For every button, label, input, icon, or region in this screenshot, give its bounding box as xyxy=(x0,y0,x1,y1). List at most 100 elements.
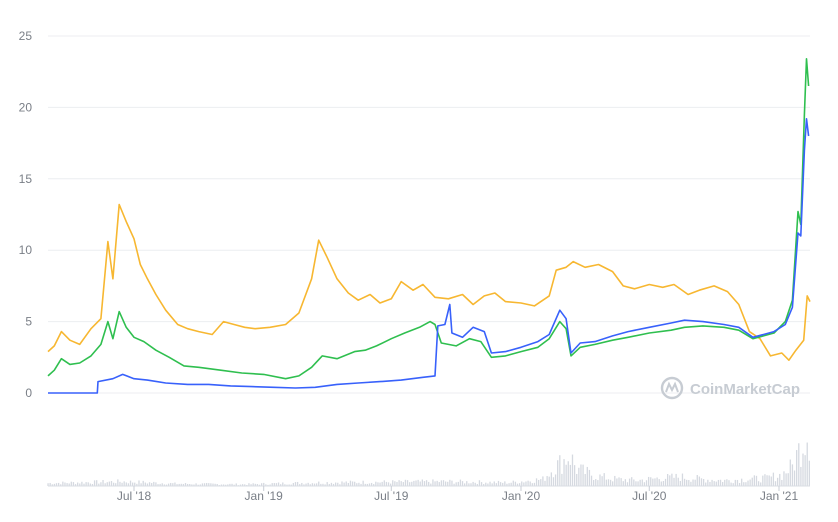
volume-bar xyxy=(258,484,261,486)
volume-bar xyxy=(146,483,149,486)
volume-bar xyxy=(131,482,134,486)
y-tick-label: 0 xyxy=(25,386,32,400)
volume-bar xyxy=(423,481,426,486)
volume-bar xyxy=(315,483,318,486)
volume-bar xyxy=(364,483,366,486)
volume-bar xyxy=(68,483,70,486)
volume-bar xyxy=(567,461,569,486)
volume-bar xyxy=(738,482,741,486)
volume-bar xyxy=(791,464,794,486)
volume-bar xyxy=(466,481,468,486)
volume-bar xyxy=(271,483,273,486)
volume-bar xyxy=(193,484,195,486)
volume-bar xyxy=(698,476,701,486)
volume-bar xyxy=(106,482,108,486)
volume-bar xyxy=(241,484,244,486)
volume-bar xyxy=(451,480,453,486)
volume-bar xyxy=(588,469,591,486)
volume-bar xyxy=(622,481,624,486)
volume-bar xyxy=(544,480,546,486)
volume-bar xyxy=(660,481,662,486)
volume-bar xyxy=(119,481,121,486)
volume-bar xyxy=(64,482,66,486)
volume-bar xyxy=(533,482,536,486)
volume-bar xyxy=(233,484,235,486)
volume-bar xyxy=(635,481,637,486)
volume-bar xyxy=(121,482,123,486)
volume-bar xyxy=(745,482,747,486)
volume-bar xyxy=(715,481,717,486)
volume-bar xyxy=(736,479,739,486)
volume-bar xyxy=(341,481,343,486)
volume-bar xyxy=(747,480,749,486)
volume-bar xyxy=(235,483,237,486)
volume-bar xyxy=(578,467,580,486)
volume-bar xyxy=(184,483,187,486)
volume-bar xyxy=(400,481,402,486)
volume-bar xyxy=(189,483,191,486)
volume-bar xyxy=(612,481,614,486)
volume-bar xyxy=(165,484,168,486)
volume-bar xyxy=(309,484,311,486)
volume-bar xyxy=(51,484,53,486)
volume-bar xyxy=(540,479,542,486)
volume-bar xyxy=(470,483,472,486)
volume-bar xyxy=(514,481,517,486)
volume-bar xyxy=(413,480,415,486)
volume-bar xyxy=(760,482,762,486)
volume-bar xyxy=(586,466,588,486)
volume-bar xyxy=(112,482,115,486)
volume-bar xyxy=(516,483,519,486)
volume-bar xyxy=(599,474,601,486)
volume-bar xyxy=(506,483,508,486)
volume-bar xyxy=(381,481,383,486)
y-tick-label: 15 xyxy=(19,172,33,186)
volume-bar xyxy=(561,473,563,486)
grid xyxy=(48,35,810,394)
volume-bar xyxy=(582,464,584,486)
volume-bar xyxy=(683,478,686,486)
volume-bar xyxy=(362,480,364,486)
volume-bar xyxy=(307,482,309,486)
volume-bar xyxy=(554,474,557,486)
volume-bar xyxy=(580,464,582,486)
volume-bar xyxy=(696,474,698,486)
volume-bar xyxy=(641,479,643,486)
volume-bar xyxy=(702,479,705,486)
volume-bar xyxy=(161,483,163,486)
volume-bar xyxy=(512,480,514,486)
volume-bar xyxy=(96,480,98,486)
watermark: CoinMarketCap xyxy=(660,376,800,400)
volume-bar xyxy=(248,483,250,486)
volume-bar xyxy=(647,476,650,486)
volume-bar xyxy=(430,483,432,486)
volume-bar xyxy=(664,478,667,486)
volume-bar xyxy=(800,466,802,486)
y-tick-label: 20 xyxy=(19,100,33,114)
volume-bar xyxy=(102,480,104,486)
volume-bar xyxy=(527,480,529,486)
volume-bar xyxy=(210,483,212,486)
volume-bar xyxy=(328,484,330,486)
series-line-2[interactable] xyxy=(47,58,810,380)
volume-bar xyxy=(601,476,603,486)
volume-bar xyxy=(77,482,79,486)
volume-bar xyxy=(294,482,297,486)
volume-bar xyxy=(436,480,438,486)
series-line-3[interactable] xyxy=(48,118,810,394)
volume-bar xyxy=(559,455,561,486)
volume-bar xyxy=(265,484,267,486)
volume-bar xyxy=(546,476,548,486)
volume-bar xyxy=(290,484,292,486)
volume-bar xyxy=(637,481,639,486)
y-tick-label: 25 xyxy=(19,29,33,43)
volume-bar xyxy=(81,481,83,486)
volume-bar xyxy=(117,479,119,486)
volume-bar xyxy=(277,482,280,486)
volume-bar xyxy=(770,476,772,486)
volume-bar xyxy=(383,480,385,486)
volume-bar xyxy=(565,464,567,486)
series-line-1[interactable] xyxy=(47,203,811,361)
volume-bar xyxy=(286,484,288,486)
